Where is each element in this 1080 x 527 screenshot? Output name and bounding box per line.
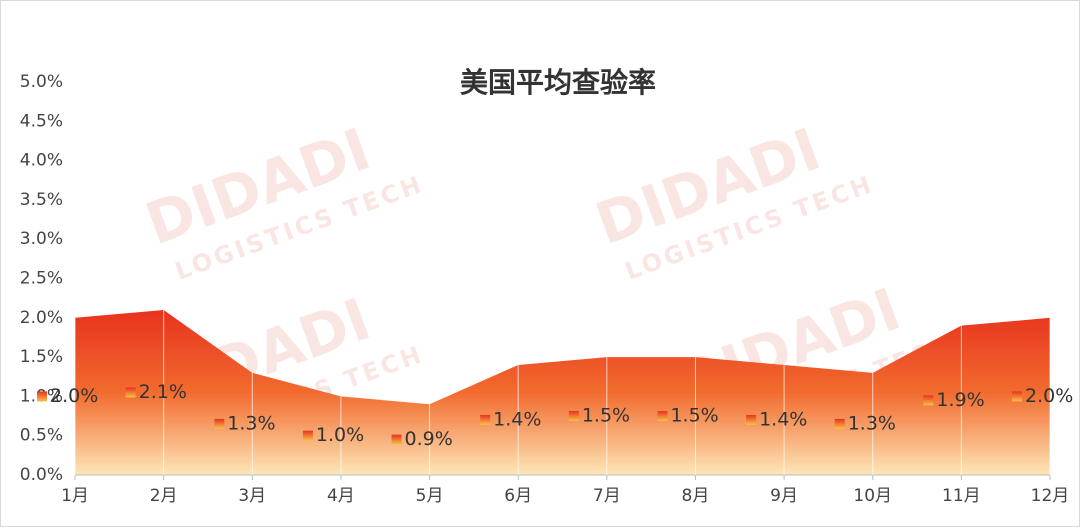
- value-label: 1.9%: [936, 389, 984, 411]
- x-tick-label: 10月: [853, 486, 892, 506]
- value-label: 1.4%: [493, 408, 541, 430]
- y-tick-label: 3.0%: [20, 229, 63, 249]
- value-label: 1.3%: [227, 412, 275, 434]
- value-label: 2.0%: [50, 385, 98, 407]
- x-tick-label: 1月: [61, 486, 89, 506]
- area: [75, 309, 1050, 475]
- label-marker: [37, 391, 47, 402]
- label-marker: [746, 414, 757, 425]
- value-label: 1.0%: [316, 424, 364, 446]
- value-label: 1.3%: [848, 412, 896, 434]
- label-marker: [1012, 391, 1022, 402]
- y-tick-label: 0.0%: [20, 465, 63, 485]
- label-marker: [480, 414, 491, 425]
- y-tick-label: 1.5%: [20, 347, 63, 367]
- label-marker: [923, 395, 934, 406]
- value-label: 1.5%: [670, 405, 718, 427]
- label-marker: [568, 411, 579, 422]
- y-tick-label: 2.0%: [20, 308, 63, 328]
- x-tick-label: 4月: [327, 486, 355, 506]
- value-label: 2.1%: [139, 381, 187, 403]
- value-label: 2.0%: [1025, 385, 1073, 407]
- y-tick-label: 5.0%: [20, 72, 63, 92]
- chart-title: 美国平均查验率: [460, 66, 656, 99]
- label-marker: [657, 411, 668, 422]
- x-tick-label: 9月: [770, 486, 798, 506]
- value-label: 1.4%: [759, 408, 807, 430]
- label-marker: [125, 387, 136, 398]
- y-tick-label: 0.5%: [20, 426, 63, 446]
- x-tick-label: 12月: [1031, 486, 1070, 506]
- x-tick-label: 7月: [593, 486, 621, 506]
- x-tick-label: 8月: [682, 486, 710, 506]
- x-tick-label: 3月: [238, 486, 266, 506]
- label-marker: [834, 418, 845, 429]
- x-tick-label: 11月: [942, 486, 981, 506]
- y-tick-label: 4.0%: [20, 151, 63, 171]
- label-marker: [214, 418, 225, 429]
- y-tick-label: 4.5%: [20, 111, 63, 131]
- value-label: 1.5%: [582, 405, 630, 427]
- value-label: 0.9%: [405, 428, 453, 450]
- x-tick-label: 5月: [416, 486, 444, 506]
- y-tick-label: 2.5%: [20, 269, 63, 289]
- y-tick-label: 3.5%: [20, 190, 63, 210]
- x-tick-label: 6月: [504, 486, 532, 506]
- label-marker: [302, 430, 313, 441]
- label-marker: [391, 434, 402, 445]
- x-tick-label: 2月: [150, 486, 178, 506]
